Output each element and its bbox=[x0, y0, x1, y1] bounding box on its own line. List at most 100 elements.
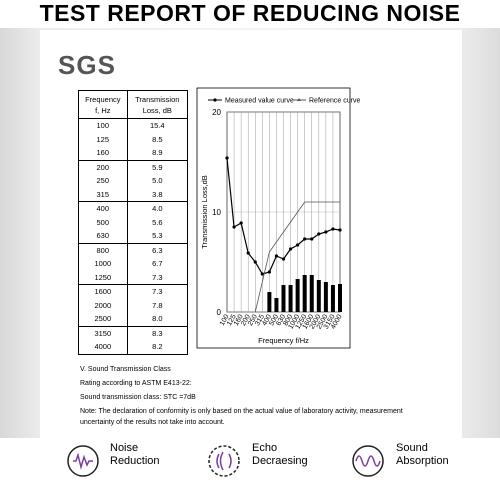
x-tick-label: 315 bbox=[254, 313, 266, 327]
table-cell: 8.0 bbox=[126, 312, 189, 327]
point bbox=[260, 272, 264, 276]
feature-line: Sound bbox=[396, 442, 428, 454]
echo-icon bbox=[208, 445, 240, 477]
feature-line: Noise bbox=[110, 442, 139, 454]
logo: SGS bbox=[58, 50, 116, 80]
header-line: Frequency bbox=[85, 94, 121, 104]
point bbox=[225, 156, 229, 160]
data-table: Frequency f, Hz Transmission Loss, dB 100 15.… bbox=[78, 90, 189, 355]
table-cell: 15.4 bbox=[126, 118, 189, 133]
legend-marker bbox=[297, 98, 301, 101]
table-cell: 7.3 bbox=[126, 284, 189, 299]
bar bbox=[302, 275, 307, 312]
chart: 0102010012516020025031540050063080010001… bbox=[196, 87, 360, 349]
x-tick-label: 100 bbox=[219, 313, 231, 327]
table-row: 800 6.3 bbox=[78, 243, 189, 257]
table-row: 160 8.9 bbox=[78, 146, 189, 161]
table-row: 250 5.0 bbox=[78, 174, 189, 188]
bar bbox=[288, 285, 293, 312]
table-cell: 3.8 bbox=[126, 187, 189, 202]
x-tick-label: 250 bbox=[247, 313, 259, 327]
point bbox=[274, 254, 279, 258]
point bbox=[239, 221, 243, 225]
table-cell: 8.9 bbox=[126, 146, 189, 161]
legend-marker bbox=[213, 98, 217, 102]
bar bbox=[323, 282, 328, 312]
table-cell: 6.3 bbox=[126, 243, 189, 257]
note-line: Sound transmission class: STC =7dB bbox=[80, 394, 196, 401]
table-row: 3150 8.3 bbox=[78, 326, 189, 340]
x-tick-label: 200 bbox=[240, 313, 252, 327]
x-tick-label: 125 bbox=[226, 313, 238, 327]
point bbox=[338, 228, 342, 232]
table-cell: 7.3 bbox=[126, 270, 189, 285]
feature-line: Decraesing bbox=[252, 455, 308, 467]
table-cell: 5.0 bbox=[126, 174, 189, 188]
point bbox=[288, 247, 293, 251]
point bbox=[310, 237, 314, 241]
point bbox=[246, 251, 250, 255]
table-cell: 8.5 bbox=[126, 132, 189, 146]
bar bbox=[295, 279, 300, 312]
bar bbox=[281, 285, 286, 312]
table-cell: 8.3 bbox=[126, 326, 189, 340]
table-cell: 5.6 bbox=[126, 215, 189, 229]
note-line: Note: The declaration of conformity is o… bbox=[80, 408, 403, 426]
header-line: f, Hz bbox=[95, 105, 111, 115]
table-header: Transmission Loss, dB bbox=[126, 90, 189, 119]
table-row: 315 3.8 bbox=[78, 187, 189, 202]
table-row: 125 8.5 bbox=[78, 132, 189, 146]
point bbox=[331, 227, 335, 231]
note-line: Rating according to ASTM E413-22: bbox=[80, 380, 192, 387]
y-axis-label: Transmission Loss,dB bbox=[200, 175, 209, 249]
bar bbox=[309, 275, 314, 312]
header-line: Transmission bbox=[135, 94, 180, 104]
table-row: 500 5.6 bbox=[78, 215, 189, 229]
feature-line: Echo bbox=[252, 442, 278, 454]
y-tick-label: 0 bbox=[217, 308, 222, 317]
table-row: 2500 8.0 bbox=[78, 312, 189, 327]
feature-line: Absorption bbox=[396, 455, 449, 467]
bar bbox=[274, 298, 279, 312]
legend-label: Reference curve bbox=[309, 98, 360, 105]
table-row: 4000 8.2 bbox=[78, 340, 189, 355]
y-tick-label: 10 bbox=[212, 208, 221, 217]
x-tick-label: 160 bbox=[233, 313, 245, 327]
point bbox=[296, 243, 300, 247]
table-row: 1000 6.7 bbox=[78, 257, 189, 271]
point bbox=[253, 260, 257, 264]
point bbox=[324, 230, 328, 234]
table-row: 200 5.9 bbox=[78, 160, 189, 174]
table-row: 400 4.0 bbox=[78, 201, 189, 216]
table-row: 630 5.3 bbox=[78, 229, 189, 244]
table-cell: 4.0 bbox=[126, 201, 189, 216]
table-cell: 8.2 bbox=[126, 340, 189, 355]
table-row: 2000 7.8 bbox=[78, 298, 189, 312]
bar bbox=[316, 280, 321, 312]
legend-label: Measured value curve bbox=[225, 98, 294, 105]
x-tick-label: 500 bbox=[268, 313, 280, 327]
notes: V. Sound Transmission Class Rating accord… bbox=[80, 364, 420, 431]
header-line: Loss, dB bbox=[142, 105, 172, 115]
table-cell: 6.7 bbox=[126, 257, 189, 271]
table-cell: 5.3 bbox=[126, 229, 189, 244]
note-line: V. Sound Transmission Class bbox=[80, 366, 171, 373]
point bbox=[281, 257, 286, 261]
x-tick-label: 630 bbox=[275, 313, 287, 327]
table-cell: 5.9 bbox=[126, 160, 189, 174]
x-tick-label: 400 bbox=[261, 313, 273, 327]
x-axis-label: Frequency f/Hz bbox=[258, 336, 309, 345]
feature-line: Reduction bbox=[110, 455, 160, 467]
table-row: 1250 7.3 bbox=[78, 270, 189, 285]
series-line bbox=[254, 201, 340, 313]
x-tick-label: 800 bbox=[282, 313, 294, 327]
title: TEST REPORT OF REDUCING NOISE bbox=[39, 0, 461, 26]
feature-icons: Noise Reduction Echo Decraesing Sound Absorpt… bbox=[0, 440, 500, 485]
point bbox=[267, 270, 271, 274]
absorption-icon bbox=[352, 445, 384, 477]
bar bbox=[338, 284, 342, 312]
point bbox=[317, 232, 321, 236]
feature-label: Echo Decraesing bbox=[252, 442, 308, 468]
y-tick-label: 20 bbox=[212, 108, 221, 117]
